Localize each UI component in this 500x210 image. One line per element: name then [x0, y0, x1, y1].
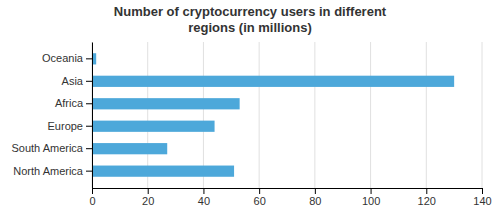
- tick-label: South America: [11, 142, 83, 154]
- tick-mark: [86, 81, 92, 82]
- y-axis: North America South America Europe Africa As…: [11, 43, 92, 189]
- tick: North America: [13, 165, 92, 177]
- chart-title-line: regions (in millions): [188, 20, 312, 35]
- tick-label: 20: [142, 195, 154, 207]
- axis-line: [93, 189, 483, 195]
- chart-title-line: Number of cryptocurrency users in differ…: [114, 4, 387, 19]
- grid-line: [92, 42, 93, 188]
- bar: [92, 166, 234, 177]
- tick-label: 140: [473, 195, 491, 207]
- tick-label: 60: [254, 195, 266, 207]
- tick: South America: [11, 142, 92, 154]
- tick: Asia: [62, 75, 92, 87]
- tick-mark: [86, 126, 92, 127]
- tick-label: 100: [362, 195, 380, 207]
- tick-label: North America: [13, 165, 84, 177]
- tick-mark: [148, 188, 149, 194]
- tick-mark: [203, 188, 204, 194]
- grid-line: [370, 42, 371, 188]
- tick: 100: [362, 188, 380, 207]
- tick-mark: [86, 58, 92, 59]
- grid-line: [314, 42, 315, 188]
- grid-line: [482, 42, 483, 188]
- tick-mark: [482, 188, 483, 194]
- bar: [92, 76, 454, 87]
- tick-label: 0: [89, 195, 95, 207]
- tick: 0: [89, 188, 95, 207]
- bars: [92, 53, 454, 177]
- tick-mark: [259, 188, 260, 194]
- tick: 140: [473, 188, 491, 207]
- tick-label: 40: [198, 195, 210, 207]
- chart-title: Number of cryptocurrency users in differ…: [114, 4, 387, 35]
- bar: [92, 121, 215, 132]
- tick: Africa: [55, 97, 92, 109]
- tick: 20: [142, 188, 154, 207]
- tick-mark: [86, 148, 92, 149]
- axis-line: [92, 43, 93, 189]
- tick: Oceania: [42, 52, 92, 64]
- x-axis: 0 20 40 60 80 100 120 140: [89, 188, 491, 207]
- tick-label: Africa: [55, 97, 84, 109]
- tick-mark: [86, 171, 92, 172]
- grid-line: [426, 42, 427, 188]
- plot-area: 0 20 40 60 80 100 120 140 North America South Ame…: [11, 42, 491, 207]
- tick: 120: [418, 188, 436, 207]
- bar: [92, 143, 167, 154]
- tick-label: Europe: [48, 120, 83, 132]
- chart-container: Number of cryptocurrency users in differ…: [0, 0, 500, 210]
- tick: Europe: [48, 120, 92, 132]
- tick: 60: [254, 188, 266, 207]
- tick-mark: [426, 188, 427, 194]
- bar: [92, 98, 240, 109]
- tick-mark: [86, 103, 92, 104]
- tick-label: 120: [418, 195, 436, 207]
- grid-line: [259, 42, 260, 188]
- tick: 80: [309, 188, 321, 207]
- tick-label: 80: [309, 195, 321, 207]
- tick-mark: [371, 188, 372, 194]
- tick-label: Oceania: [42, 52, 84, 64]
- chart-svg: Number of cryptocurrency users in differ…: [0, 0, 500, 210]
- tick-mark: [315, 188, 316, 194]
- tick-label: Asia: [62, 75, 84, 87]
- grid: [92, 42, 482, 188]
- tick: 40: [198, 188, 210, 207]
- tick-mark: [92, 188, 93, 194]
